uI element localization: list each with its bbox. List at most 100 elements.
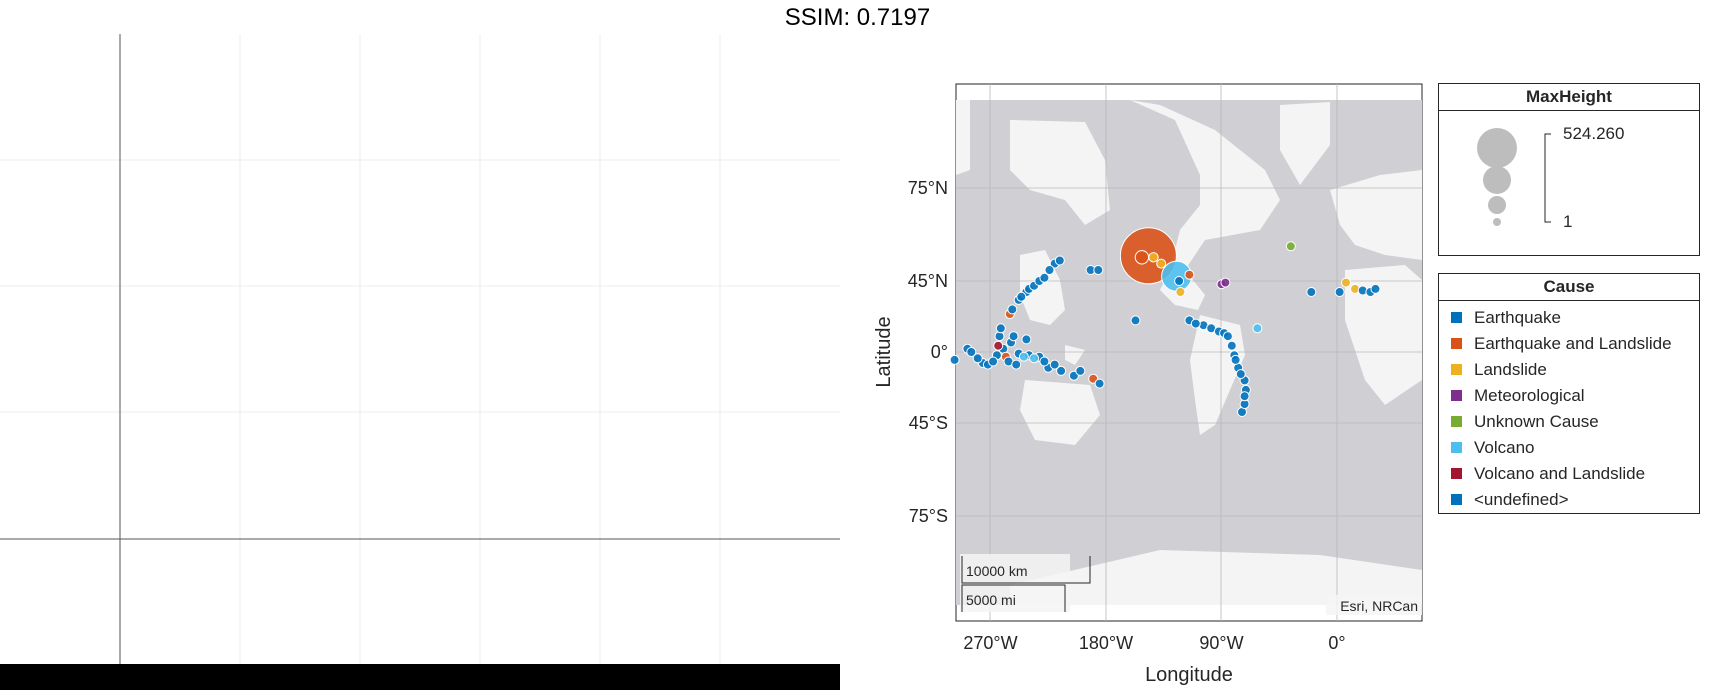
tsunami-bubble — [1285, 241, 1296, 252]
geo-bubble-chart: 10000 km 5000 mi Esri, NRCan 270°W 180°W 9… — [873, 83, 1423, 686]
cause-legend-label: Earthquake — [1474, 308, 1561, 327]
cause-legend-label: Unknown Cause — [1474, 412, 1599, 431]
tsunami-bubble — [1341, 277, 1351, 288]
landmasses — [956, 100, 1422, 605]
tsunami-bubble — [1184, 269, 1195, 280]
tsunami-bubble — [1049, 359, 1060, 370]
tsunami-bubble — [1007, 304, 1018, 315]
cause-legend-swatch — [1451, 364, 1462, 375]
tsunami-bubble — [1018, 351, 1029, 362]
cause-legend-item: Meteorological — [1451, 385, 1585, 407]
tsunami-bubble — [1156, 258, 1167, 269]
figure-title: SSIM: 0.7197 — [784, 4, 931, 31]
tsunami-bubble — [1252, 323, 1263, 334]
tsunami-bubble — [1039, 356, 1050, 367]
tsunami-bubble — [1306, 287, 1317, 297]
cause-legend-label: Landslide — [1474, 360, 1547, 379]
tsunami-bubble — [966, 347, 977, 357]
x-axis-label: Longitude — [1145, 664, 1233, 686]
tsunami-bubble — [1075, 365, 1086, 376]
tsunami-bubble — [1226, 340, 1237, 351]
cause-legend-item: Volcano and Landslide — [1451, 463, 1645, 485]
empty-grid — [0, 34, 840, 664]
x-tick-label: 270°W — [963, 633, 1017, 653]
bubble-layer — [949, 227, 1381, 417]
scalebar: 10000 km 5000 mi — [960, 554, 1091, 612]
size-legend: MaxHeight 524.260 1 — [1438, 83, 1700, 256]
cause-legend-swatch — [1451, 338, 1462, 349]
cause-legend-item: <undefined> — [1451, 489, 1569, 511]
y-tick-labels: 75°N 45°N 0° 45°S 75°S — [908, 178, 948, 526]
y-tick-label: 75°N — [908, 178, 948, 198]
tsunami-bubble — [1130, 315, 1141, 326]
tsunami-bubble — [1094, 378, 1105, 389]
y-tick-label: 45°S — [909, 413, 948, 433]
tsunami-bubble — [1021, 334, 1032, 345]
cause-legend-swatch — [1451, 416, 1462, 427]
cause-legend-label: Volcano — [1474, 438, 1535, 457]
cause-legend-swatch — [1451, 494, 1462, 505]
cause-legend-swatch — [1451, 442, 1462, 453]
tsunami-bubble — [1220, 277, 1231, 288]
size-legend-bubbles — [1477, 128, 1551, 226]
tsunami-bubble — [1190, 318, 1201, 329]
cause-legend-item: Landslide — [1451, 359, 1547, 381]
tsunami-bubble — [1334, 287, 1345, 297]
tsunami-bubble — [1039, 272, 1050, 283]
tsunami-bubble — [1008, 331, 1019, 342]
cause-legend-item: Earthquake and Landslide — [1451, 333, 1672, 355]
y-tick-label: 0° — [931, 342, 948, 362]
scalebar-km-label: 10000 km — [966, 563, 1027, 579]
size-legend-title: MaxHeight — [1439, 84, 1699, 111]
tsunami-bubble — [1134, 250, 1150, 265]
size-legend-bubble-largest — [1477, 128, 1517, 168]
x-tick-label: 180°W — [1079, 633, 1133, 653]
cause-legend-label: <undefined> — [1474, 490, 1569, 509]
x-tick-label: 0° — [1328, 633, 1345, 653]
size-legend-bubble-small — [1488, 196, 1506, 214]
tsunami-bubble — [1239, 391, 1250, 402]
tsunami-bubble — [1016, 291, 1027, 302]
tsunami-bubble — [1093, 265, 1104, 275]
basemap — [956, 100, 1422, 605]
cause-legend-label: Meteorological — [1474, 386, 1585, 405]
size-legend-min-label: 1 — [1563, 212, 1573, 231]
cause-legend-title: Cause — [1439, 274, 1699, 301]
tsunami-bubble — [1029, 353, 1040, 364]
tsunami-bubble — [995, 323, 1006, 334]
cause-legend-label: Earthquake and Landslide — [1474, 334, 1672, 353]
cause-legend-item: Volcano — [1451, 437, 1535, 459]
tsunami-bubble — [1044, 265, 1055, 275]
cause-legend-swatch — [1451, 312, 1462, 323]
size-legend-bubble-smallest — [1493, 218, 1501, 226]
map-attribution: Esri, NRCan — [1340, 598, 1418, 614]
tsunami-bubble — [1175, 287, 1186, 297]
cause-legend-item: Unknown Cause — [1451, 411, 1599, 433]
tsunami-bubble — [1235, 369, 1246, 380]
tsunami-bubble — [1011, 359, 1022, 370]
blank-axes-panel — [0, 34, 840, 664]
tsunami-bubble — [1370, 283, 1381, 294]
tsunami-bubble — [993, 340, 1004, 351]
cause-legend-swatch — [1451, 468, 1462, 479]
tsunami-bubble — [1230, 354, 1241, 365]
size-legend-bubble-large — [1483, 166, 1511, 194]
tsunami-bubble — [1174, 276, 1185, 286]
scalebar-mi-label: 5000 mi — [966, 592, 1016, 608]
tsunami-bubble — [1054, 255, 1065, 266]
tsunami-bubble — [1148, 252, 1159, 263]
tsunami-bubble — [972, 353, 983, 364]
size-legend-bracket — [1544, 133, 1551, 223]
size-legend-max-label: 524.260 — [1563, 124, 1625, 143]
tsunami-bubble — [988, 356, 999, 367]
y-tick-label: 45°N — [908, 271, 948, 291]
tsunami-bubble — [949, 354, 960, 365]
y-axis-label: Latitude — [873, 316, 895, 387]
y-tick-label: 75°S — [909, 506, 948, 526]
cause-legend-swatch — [1451, 390, 1462, 401]
tsunami-bubble — [1056, 365, 1067, 376]
cause-legend-label: Volcano and Landslide — [1474, 464, 1646, 483]
cause-legend-item: Earthquake — [1451, 307, 1561, 329]
bottom-black-bar — [0, 664, 840, 690]
x-tick-label: 90°W — [1199, 633, 1243, 653]
